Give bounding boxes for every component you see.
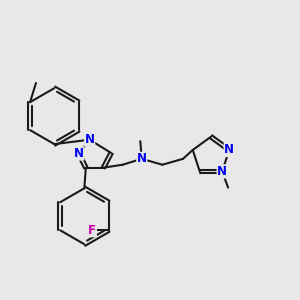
Text: F: F (88, 224, 96, 237)
Text: N: N (74, 147, 84, 160)
Text: N: N (224, 143, 234, 157)
Text: N: N (217, 165, 227, 178)
Text: N: N (85, 133, 94, 146)
Text: N: N (137, 152, 147, 165)
